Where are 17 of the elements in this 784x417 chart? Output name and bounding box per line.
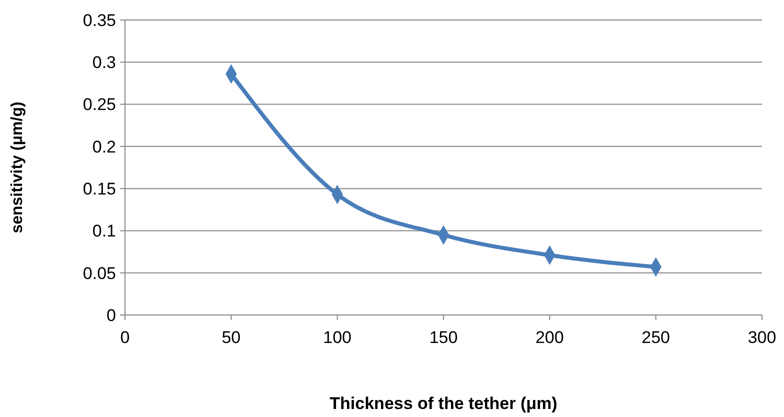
- x-tick-label: 250: [642, 328, 670, 347]
- y-tick-label: 0.1: [92, 222, 116, 241]
- y-axis-title: sensitivity (μm/g): [9, 102, 26, 234]
- y-tick-label: 0.3: [92, 53, 116, 72]
- y-tick-label: 0.15: [82, 180, 116, 199]
- x-tick-label: 0: [120, 328, 130, 347]
- y-tick-label: 0.25: [82, 95, 116, 114]
- x-tick-label: 50: [222, 328, 241, 347]
- y-tick-label: 0: [106, 306, 116, 325]
- x-tick-label: 300: [748, 328, 776, 347]
- x-axis-title: Thickness of the tether (μm): [330, 394, 558, 413]
- y-tick-label: 0.05: [82, 264, 116, 283]
- y-tick-label: 0.2: [92, 137, 116, 156]
- x-tick-label: 150: [429, 328, 458, 347]
- y-tick-label: 0.35: [82, 10, 116, 30]
- x-tick-label: 100: [323, 328, 352, 347]
- x-tick-label: 200: [535, 328, 564, 347]
